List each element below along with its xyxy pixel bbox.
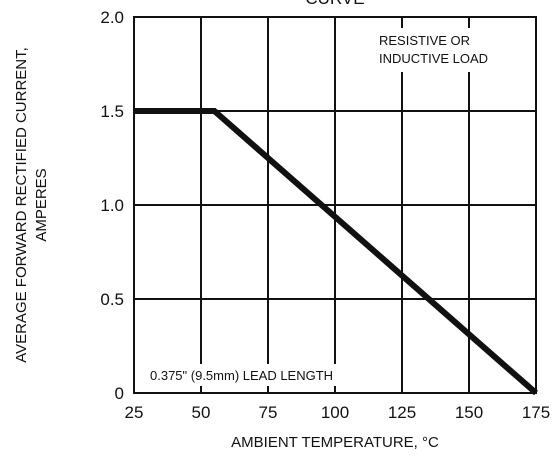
load-annotation-line1: RESISTIVE OR — [379, 33, 470, 48]
x-tick-label: 50 — [192, 403, 211, 422]
y-tick-label: 2.0 — [100, 8, 124, 27]
lead-annotation: 0.375" (9.5mm) LEAD LENGTH — [150, 368, 333, 383]
y-tick-label: 0.5 — [100, 290, 124, 309]
x-tick-label: 25 — [125, 403, 144, 422]
x-tick-label: 175 — [522, 403, 550, 422]
load-annotation-line2: INDUCTIVE LOAD — [379, 51, 488, 66]
x-tick-label: 75 — [259, 403, 278, 422]
x-tick-label: 125 — [388, 403, 416, 422]
y-axis-title-line1: AVERAGE FORWARD RECTIFIED CURRENT, — [13, 47, 30, 363]
x-tick-label: 100 — [321, 403, 349, 422]
y-tick-label: 0 — [115, 384, 124, 403]
x-tick-labels: 25 50 75 100 125 150 175 — [125, 403, 551, 422]
y-tick-label: 1.0 — [100, 196, 124, 215]
y-tick-label: 1.5 — [100, 102, 124, 121]
chart-title: CURVE — [305, 0, 364, 8]
y-tick-labels: 0 0.5 1.0 1.5 2.0 — [100, 8, 124, 403]
x-tick-label: 150 — [455, 403, 483, 422]
x-axis-title: AMBIENT TEMPERATURE, °C — [231, 434, 439, 451]
y-axis-title-line2: AMPERES — [33, 168, 50, 241]
